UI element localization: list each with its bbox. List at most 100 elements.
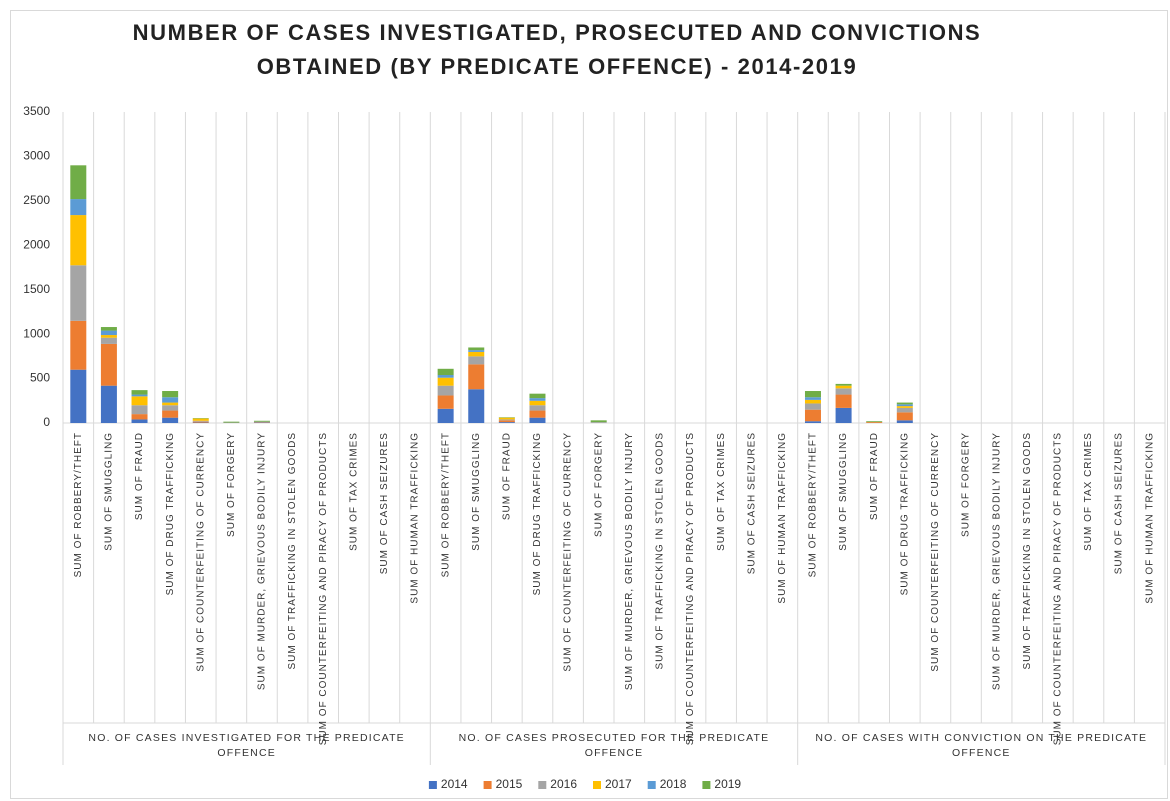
x-tick-label: SUM OF TRAFFICKING IN STOLEN GOODS	[287, 432, 298, 670]
x-tick-label: SUM OF TAX CRIMES	[348, 432, 359, 551]
bar-segment	[804, 399, 821, 404]
group-label-box: NO. OF CASES WITH CONVICTION ON THE PRED…	[815, 732, 1148, 759]
x-tick-label: SUM OF FORGERY	[961, 432, 972, 537]
bar-segment	[131, 414, 148, 420]
chart-border	[10, 10, 1168, 799]
x-tick-label: SUM OF TRAFFICKING IN STOLEN GOODS	[1022, 432, 1033, 670]
legend-label: 2015	[496, 777, 523, 791]
y-tick-label: 2000	[23, 237, 50, 251]
bar-segment	[896, 412, 913, 421]
chart-title: NUMBER OF CASES INVESTIGATED, PROSECUTED…	[132, 20, 982, 79]
legend-swatch	[593, 781, 601, 789]
x-tick-label: SUM OF TAX CRIMES	[716, 432, 727, 551]
y-tick-label: 3000	[23, 149, 50, 163]
x-tick-label: SUM OF FORGERY	[593, 432, 604, 537]
bar-segment	[896, 402, 913, 405]
bar-segment	[131, 405, 148, 415]
x-tick-label: SUM OF DRUG TRAFFICKING	[532, 432, 543, 595]
bar-segment	[804, 409, 821, 422]
y-tick-label: 1000	[23, 326, 50, 340]
bar-segment	[529, 400, 546, 406]
bar-segment	[835, 394, 852, 408]
x-tick-label: SUM OF DRUG TRAFFICKING	[899, 432, 910, 595]
x-tick-label: SUM OF COUNTERFEITING AND PIRACY OF PROD…	[685, 432, 696, 745]
x-tick-label: SUM OF MURDER, GRIEVOUS BODILY INJURY	[257, 432, 268, 690]
bar-segment	[192, 418, 209, 421]
bar-segment	[804, 421, 821, 423]
bar-segment	[835, 385, 852, 389]
bar-segment	[529, 393, 546, 399]
bar-segment	[835, 407, 852, 423]
x-tick-label: SUM OF CASH SEIZURES	[1114, 432, 1125, 574]
bar-segment	[896, 404, 913, 407]
bar-segment	[100, 335, 117, 338]
bar-segment	[437, 377, 454, 386]
y-tick-label: 500	[30, 371, 50, 385]
x-tick-label: SUM OF DRUG TRAFFICKING	[165, 432, 176, 595]
x-tick-label: SUM OF SMUGGLING	[838, 432, 849, 551]
bar-segment	[131, 390, 148, 395]
x-tick-label: SUM OF COUNTERFEITING AND PIRACY OF PROD…	[318, 432, 329, 745]
bar-segment	[529, 398, 546, 401]
bar-segment	[468, 389, 485, 423]
x-tick-label: SUM OF FRAUD	[134, 432, 145, 520]
bar-segment	[468, 364, 485, 390]
legend-swatch	[428, 781, 437, 789]
x-tick-label: SUM OF COUNTERFEITING AND PIRACY OF PROD…	[1053, 432, 1064, 745]
bar-segment	[131, 419, 148, 423]
legend-swatch	[538, 781, 547, 789]
bar-segment	[866, 421, 883, 423]
x-tick-label: SUM OF COUNTERFEITING OF CURRENCY	[930, 432, 941, 672]
bar-segment	[192, 420, 209, 422]
bar-segment	[100, 385, 117, 423]
bar-segment	[437, 375, 454, 378]
legend-swatch	[702, 781, 711, 789]
group-label: NO. OF CASES INVESTIGATED FOR THE PREDIC…	[88, 732, 405, 759]
bar-segment	[866, 422, 883, 423]
legend-label: 2017	[605, 777, 632, 791]
bar-segment	[70, 199, 87, 216]
bar-segment	[529, 405, 546, 411]
bar-segment	[896, 406, 913, 408]
bar-segment	[498, 422, 515, 423]
legend-label: 2018	[660, 777, 687, 791]
bar-segment	[223, 421, 240, 423]
bar-segment	[529, 410, 546, 418]
x-tick-label: SUM OF ROBBERY/THEFT	[440, 432, 451, 577]
legend-swatch	[647, 781, 656, 789]
bar-segment	[437, 385, 454, 396]
bar-segment	[100, 330, 117, 336]
bar-segment	[468, 347, 485, 351]
y-tick-label: 2500	[23, 193, 50, 207]
bar-segment	[529, 417, 546, 423]
bar-segment	[468, 350, 485, 352]
bar-segment	[468, 351, 485, 357]
x-tick-label: SUM OF MURDER, GRIEVOUS BODILY INJURY	[624, 432, 635, 690]
x-tick-label: SUM OF HUMAN TRAFFICKING	[410, 432, 421, 604]
x-tick-label: SUM OF FORGERY	[226, 432, 237, 537]
x-tick-label: SUM OF SMUGGLING	[471, 432, 482, 551]
bar-segment	[162, 405, 179, 411]
bar-segment	[192, 421, 209, 423]
x-tick-label: SUM OF FRAUD	[869, 432, 880, 520]
bar-segment	[100, 327, 117, 331]
bar-segment	[70, 320, 87, 370]
x-tick-label: SUM OF ROBBERY/THEFT	[808, 432, 819, 577]
legend: 2014 2015 2016 2017 2018 2019	[428, 777, 741, 791]
x-tick-label: SUM OF HUMAN TRAFFICKING	[1144, 432, 1155, 604]
bar-segment	[100, 337, 117, 344]
x-tick-label: SUM OF HUMAN TRAFFICKING	[777, 432, 788, 604]
y-tick-label: 0	[43, 415, 50, 429]
bar-segment	[437, 395, 454, 409]
x-tick-label: SUM OF FRAUD	[502, 432, 513, 520]
group-label: NO. OF CASES WITH CONVICTION ON THE PRED…	[815, 732, 1148, 759]
bar-segment	[162, 417, 179, 423]
bar-segment	[162, 402, 179, 406]
bar-segment	[498, 419, 515, 421]
bar-segment	[896, 407, 913, 413]
bar-segment	[131, 396, 148, 406]
bar-segment	[70, 215, 87, 266]
legend-label: 2019	[714, 777, 741, 791]
